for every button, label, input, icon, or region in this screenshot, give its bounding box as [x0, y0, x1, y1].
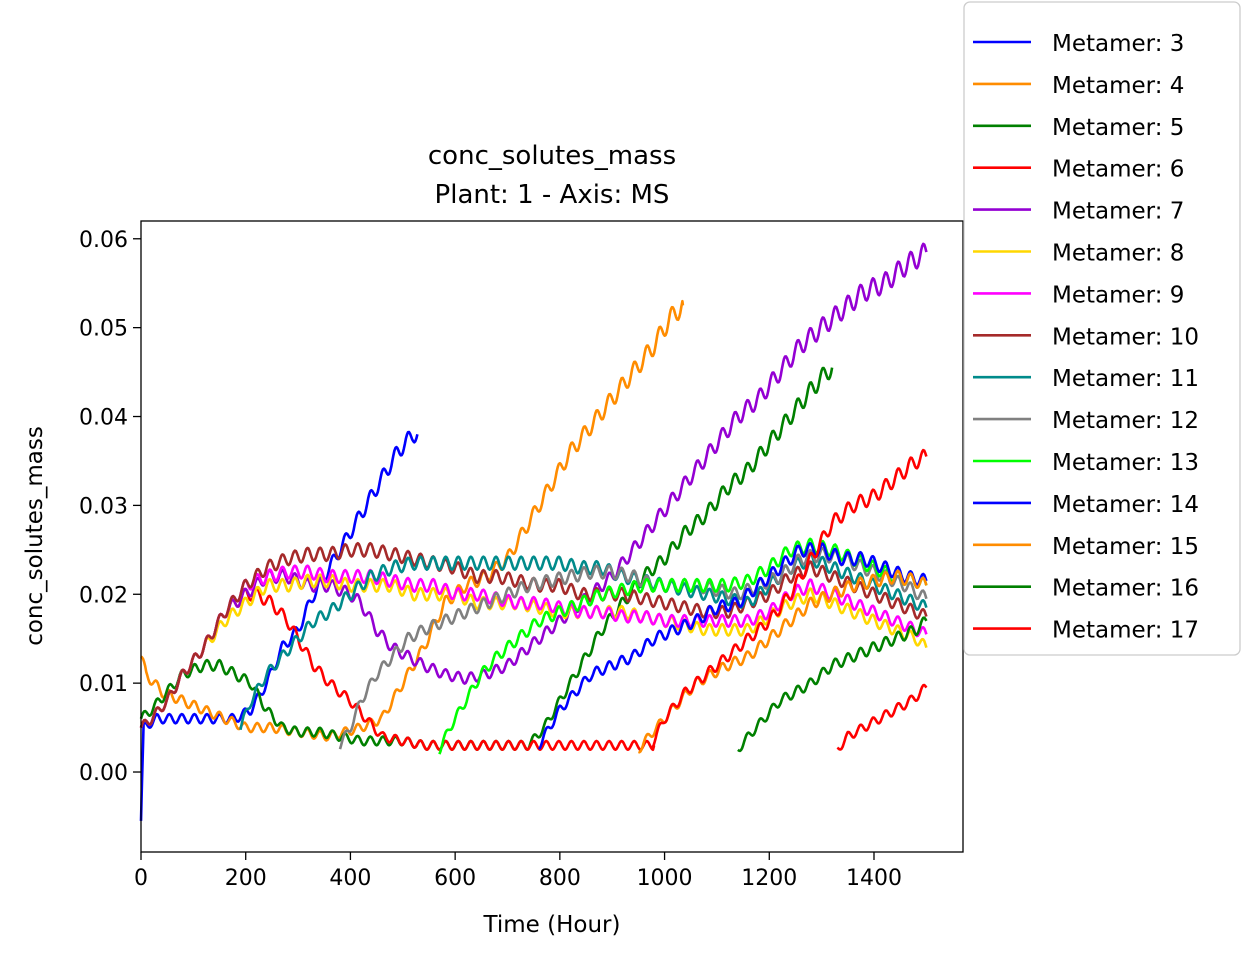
- legend-label: Metamer: 17: [1052, 618, 1199, 644]
- legend: Metamer: 3 Metamer: 4 Metamer: 5 Metamer: 6…: [963, 1, 1241, 656]
- y-tick-label: 0.01: [79, 672, 128, 697]
- y-tick-label: 0.04: [79, 406, 128, 431]
- legend-label: Metamer: 14: [1052, 492, 1199, 518]
- legend-label: Metamer: 9: [1052, 282, 1184, 308]
- legend-box: [963, 1, 1241, 656]
- y-axis-label: conc_solutes_mass: [22, 426, 48, 646]
- series-line-7: [139, 564, 928, 728]
- legend-label: Metamer: 5: [1052, 115, 1184, 141]
- legend-label: Metamer: 15: [1052, 534, 1199, 560]
- series-line-11: [438, 537, 928, 755]
- x-tick-label: 800: [539, 866, 581, 891]
- y-tick-label: 0.05: [79, 317, 128, 342]
- y-tick-label: 0.06: [79, 228, 128, 253]
- plot-lines: [139, 242, 928, 821]
- series-line-16: [650, 448, 928, 750]
- x-tick-label: 400: [329, 866, 371, 891]
- legend-label: Metamer: 12: [1052, 408, 1199, 434]
- legend-label: Metamer: 16: [1052, 576, 1199, 602]
- plot-frame: [140, 220, 964, 853]
- series-line-15: [836, 683, 928, 751]
- legend-label: Metamer: 4: [1052, 73, 1184, 99]
- series-line-3: [139, 366, 834, 751]
- x-tick-label: 1400: [846, 866, 902, 891]
- x-tick-label: 0: [134, 866, 148, 891]
- legend-label: Metamer: 7: [1052, 199, 1184, 225]
- chart-subtitle: Plant: 1 - Axis: MS: [435, 180, 670, 210]
- legend-label: Metamer: 10: [1052, 324, 1199, 350]
- legend-label: Metamer: 3: [1052, 31, 1184, 57]
- x-tick-label: 1000: [637, 866, 693, 891]
- x-axis: 0 200 400 600 800 1000 1200 1400: [134, 852, 902, 891]
- legend-label: Metamer: 8: [1052, 241, 1184, 267]
- series-line-10: [338, 546, 928, 750]
- series-line-13: [638, 569, 928, 754]
- legend-label: Metamer: 11: [1052, 366, 1199, 392]
- series-line-12: [537, 541, 928, 750]
- series-line-2: [140, 299, 685, 742]
- legend-label: Metamer: 6: [1052, 157, 1184, 183]
- chart-title: conc_solutes_mass: [428, 141, 676, 171]
- series-line-6: [139, 573, 928, 728]
- x-tick-label: 1200: [741, 866, 797, 891]
- legend-label: Metamer: 13: [1052, 450, 1199, 476]
- series-line-1: [139, 430, 419, 821]
- x-tick-label: 200: [225, 866, 267, 891]
- y-axis: 0.00 0.01 0.02 0.03 0.04 0.05 0.06: [79, 228, 141, 786]
- x-tick-label: 600: [434, 866, 476, 891]
- y-tick-label: 0.03: [79, 494, 128, 519]
- y-tick-label: 0.02: [79, 583, 128, 608]
- y-tick-label: 0.00: [79, 761, 128, 786]
- series-line-14: [737, 616, 928, 753]
- series-line-8: [139, 541, 928, 728]
- series-line-5: [139, 242, 928, 728]
- x-axis-label: Time (Hour): [483, 912, 621, 938]
